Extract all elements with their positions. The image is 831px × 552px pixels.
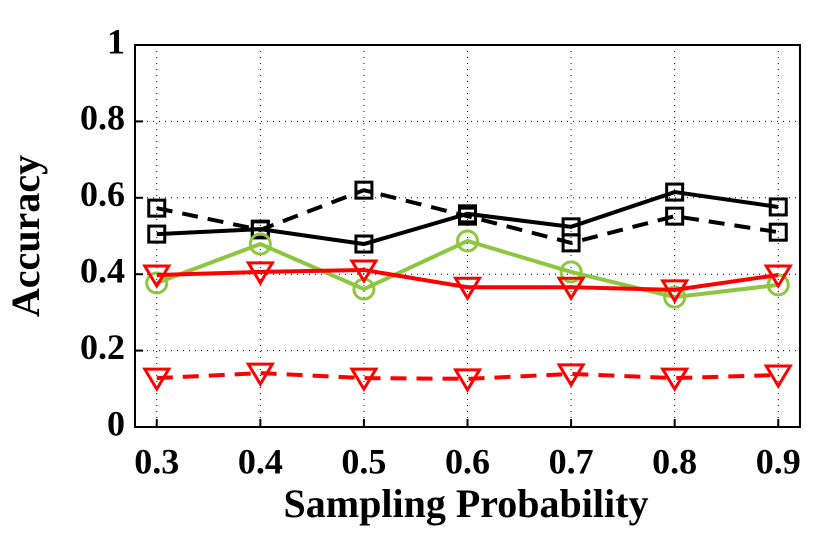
marker	[458, 206, 477, 226]
marker	[763, 364, 793, 389]
y-tick-label: 0.6	[80, 174, 125, 214]
marker	[559, 260, 583, 284]
marker	[556, 276, 586, 302]
marker	[147, 198, 167, 218]
marker	[452, 368, 483, 393]
y-tick-label: 0.8	[80, 98, 125, 138]
marker	[768, 197, 788, 217]
marker	[349, 367, 379, 393]
marker	[556, 363, 586, 388]
marker	[665, 206, 685, 226]
x-tick-label: 0.9	[756, 441, 801, 481]
marker	[660, 367, 690, 393]
series-line	[156, 188, 779, 245]
marker	[147, 224, 167, 244]
marker	[142, 367, 172, 393]
x-tick-label: 0.6	[445, 441, 490, 481]
x-tick-label: 0.5	[341, 441, 386, 481]
marker	[561, 233, 581, 253]
marker	[354, 234, 374, 254]
x-axis-label: Sampling Probability	[284, 481, 649, 526]
y-axis-label: Accuracy	[3, 155, 48, 317]
marker	[456, 229, 479, 253]
marker	[768, 222, 788, 242]
series-line	[156, 238, 779, 300]
y-tick-label: 0	[107, 403, 125, 443]
marker	[660, 279, 690, 304]
marker	[349, 259, 379, 284]
x-tick-label: 0.7	[549, 441, 594, 481]
marker	[245, 362, 275, 388]
marker	[763, 264, 793, 289]
marker	[766, 273, 790, 297]
marker	[248, 232, 272, 256]
marker	[142, 264, 172, 289]
marker	[452, 276, 483, 302]
x-tick-label: 0.3	[134, 441, 179, 481]
y-tick-label: 0.4	[80, 250, 125, 290]
marker	[663, 285, 687, 309]
marker	[354, 180, 374, 200]
x-tick-label: 0.4	[238, 441, 283, 481]
marker	[665, 182, 685, 202]
marker	[245, 261, 275, 286]
y-tick-label: 1	[107, 21, 125, 61]
x-tick-label: 0.8	[652, 441, 697, 481]
y-tick-label: 0.2	[80, 327, 125, 367]
series-line	[156, 267, 779, 292]
marker	[250, 220, 270, 240]
plot-frame	[134, 44, 801, 428]
